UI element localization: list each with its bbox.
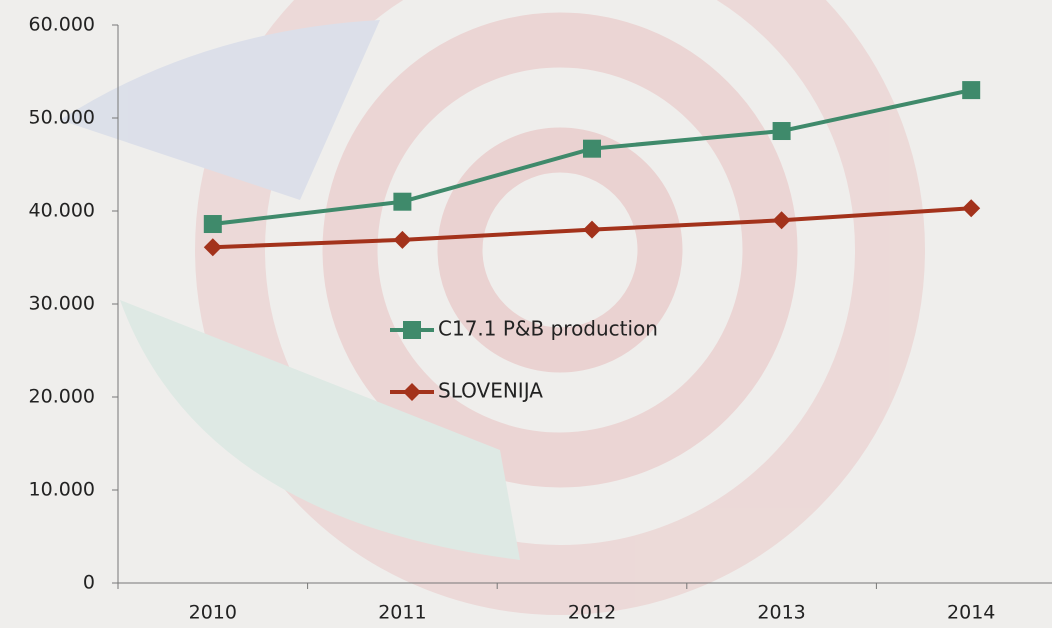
decor-ring <box>322 12 798 488</box>
y-tick-label: 20.000 <box>29 386 95 408</box>
x-tick-label: 2013 <box>757 602 805 624</box>
y-tick-label: 40.000 <box>29 200 95 222</box>
data-point <box>962 81 981 100</box>
legend-marker <box>403 383 421 401</box>
data-point <box>203 238 222 257</box>
data-point <box>393 192 412 211</box>
data-point <box>772 122 791 141</box>
decor-shape <box>60 20 380 200</box>
x-tick-label: 2010 <box>189 602 237 624</box>
background-decoration <box>60 0 925 615</box>
y-tick-label: 30.000 <box>29 293 95 315</box>
legend-marker <box>403 321 421 339</box>
data-point <box>583 220 601 239</box>
y-tick-label: 50.000 <box>29 107 95 129</box>
y-tick-label: 0 <box>83 572 95 594</box>
x-tick-label: 2014 <box>947 602 995 624</box>
data-point <box>962 199 981 218</box>
y-tick-label: 60.000 <box>29 14 95 36</box>
legend-label: C17.1 P&B production <box>438 317 658 341</box>
data-point <box>203 215 222 234</box>
x-tick-label: 2012 <box>568 602 616 624</box>
data-point <box>583 139 601 158</box>
y-tick-label: 10.000 <box>29 479 95 501</box>
decor-ring <box>437 127 683 373</box>
data-point <box>772 211 791 230</box>
decor-ring <box>195 0 925 615</box>
x-tick-label: 2011 <box>378 602 426 624</box>
decor-shape <box>120 300 520 560</box>
data-point <box>393 230 412 249</box>
legend-label: SLOVENIJA <box>438 379 543 403</box>
